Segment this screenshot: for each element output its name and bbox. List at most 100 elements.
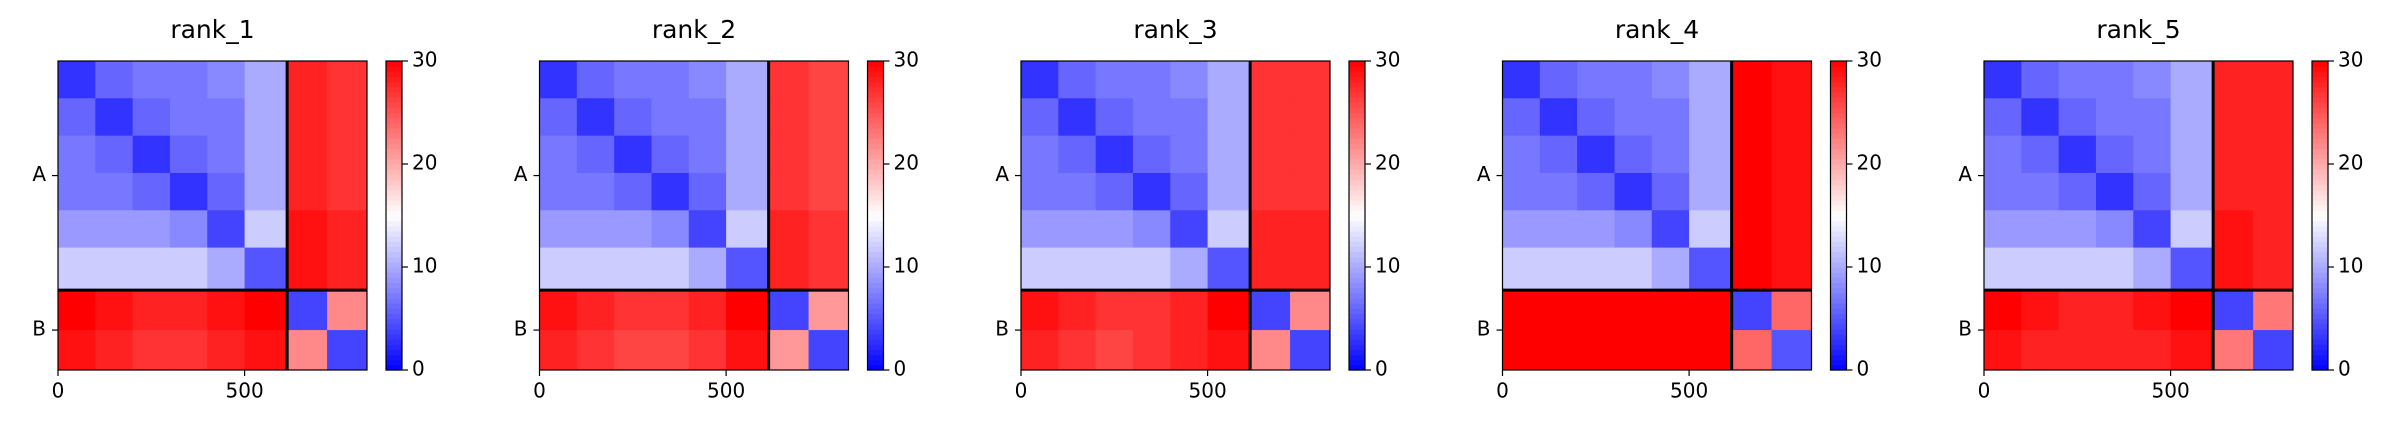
heatmap-cell [726,290,770,331]
chart-title: rank_1 [170,15,254,44]
heatmap-cell [169,172,208,211]
heatmap-cell [1614,135,1653,174]
colorbar-segment [2312,71,2328,78]
heatmap-cell [1731,135,1773,174]
heatmap-cell [576,61,615,99]
heatmap-cell [2095,172,2134,211]
heatmap-cell [327,98,368,137]
heatmap-cell [1021,247,1059,291]
heatmap-cell [1095,290,1134,331]
chart-title: rank_5 [2096,15,2180,44]
colorbar-segment [386,179,402,186]
heatmap-cell [207,61,246,99]
heatmap-cell [95,210,134,249]
heatmap-cell [1539,135,1578,174]
colorbar-segment [1349,246,1365,253]
heatmap-cell [327,290,368,331]
colorbar-segment [2312,76,2328,83]
colorbar-segment [2312,138,2328,144]
heatmap-cell [1614,247,1653,291]
colorbar-segment [386,251,402,258]
colorbar-segment [1830,333,1847,340]
heatmap-cell [1021,330,1059,371]
colorbar-segment [867,210,884,217]
heatmap-cell [1731,98,1773,137]
heatmap-cell [1207,247,1251,291]
heatmap-cell [1502,247,1541,291]
heatmap-cell [1577,98,1615,137]
colorbar-segment [386,261,402,268]
heatmap-cell [244,210,288,249]
colorbar-segment [1349,349,1365,356]
heatmap-cell [2170,290,2214,331]
colorbar-segment [1349,277,1365,284]
heatmap-cell [1021,61,1059,99]
heatmap-cell [1095,210,1134,249]
plot-frame [1983,60,2294,371]
colorbar-frame [2311,60,2329,371]
heatmap-cell [1689,330,1733,371]
colorbar-segment [1830,287,1847,294]
heatmap-cell [2058,247,2097,291]
colorbar-segment [1830,308,1847,314]
heatmap-cell [614,61,652,99]
colorbar-segment [1349,225,1365,232]
heatmap-cell [2021,290,2060,331]
heatmap-cell [1132,247,1171,291]
heatmap-cell [132,98,171,137]
colorbar-segment [1830,272,1847,278]
heatmap-cell [1689,210,1733,249]
colorbar-segment [1830,153,1847,160]
heatmap-cell [244,135,288,174]
y-tick-label: A [514,162,528,186]
colorbar-segment [386,97,402,103]
colorbar-segment [867,256,884,263]
colorbar-segment [2312,292,2328,299]
colorbar-segment [867,117,884,124]
heatmap-cell [726,172,770,211]
heatmap-cell [1984,135,2022,174]
colorbar-segment [1349,292,1365,299]
colorbar-segment [1830,164,1847,170]
heatmap-cell [539,135,578,174]
heatmap-cell [244,172,288,211]
colorbar-segment [386,339,402,345]
heatmap-cell [1651,290,1690,331]
colorbar-segment [1349,122,1365,129]
heatmap-cell [1170,210,1209,249]
colorbar-segment [2312,349,2328,356]
colorbar-segment [1349,200,1365,206]
colorbar-segment [386,158,402,165]
colorbar-segment [867,112,884,119]
colorbar-segment [1349,215,1365,222]
heatmap-cell [768,172,810,211]
colorbar-segment [386,267,402,273]
heatmap-cell [1207,98,1251,137]
heatmap-cell [726,61,770,99]
colorbar-segment [867,225,884,232]
colorbar-tick-label: 10 [1857,254,1882,278]
heatmap-cell [576,135,615,174]
heatmap-cell [287,330,328,371]
heatmap-cell [1058,330,1097,371]
heatmap-cell [1021,290,1059,331]
heatmap-cell [726,210,770,249]
colorbar-segment [1830,215,1847,222]
heatmap-cell [651,247,690,291]
heatmap-cell [95,135,134,174]
y-tick-label: B [514,317,528,341]
colorbar-segment [867,282,884,289]
heatmap-cell [1984,290,2022,331]
colorbar-segment [386,194,402,201]
heatmap-cell [1058,98,1097,137]
colorbar-segment [386,308,402,314]
colorbar-segment [1830,210,1847,217]
heatmap-cell [2095,210,2134,249]
heatmap-cell [207,210,246,249]
heatmap-cell [1207,290,1251,331]
plot-frame [538,60,850,371]
colorbar-segment [386,174,402,181]
colorbar-segment [386,138,402,144]
colorbar-segment [1349,76,1365,83]
colorbar-segment [386,364,402,371]
